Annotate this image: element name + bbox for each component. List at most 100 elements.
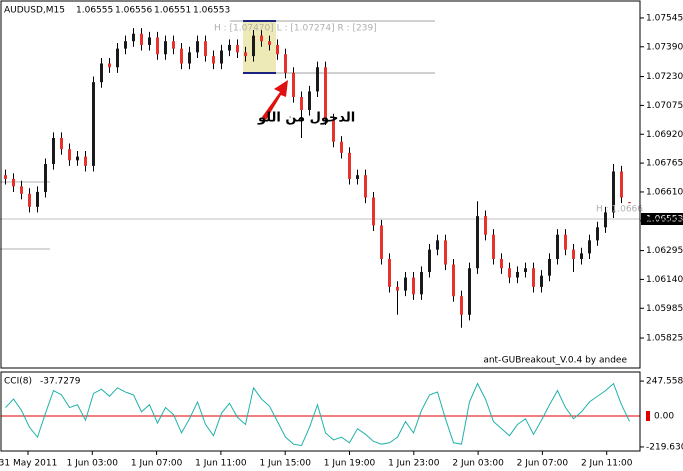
candle-body [548, 258, 551, 276]
level-label: H : 1.0666 [596, 205, 643, 215]
candle-body [628, 202, 631, 204]
x-tick-label: 1 Jun 03:00 [67, 459, 119, 469]
candle-body [380, 225, 383, 259]
symbol: AUDUSD,M15 [4, 6, 65, 16]
x-tick-label: 1 Jun 07:00 [131, 459, 183, 469]
y-tick-label: 1.06455 [646, 216, 683, 226]
candle-body [356, 175, 359, 179]
y-tick-label: 1.06610 [646, 187, 683, 197]
candle-body [100, 63, 103, 83]
candle-body [116, 48, 119, 68]
candle-body [404, 277, 407, 291]
y-tick-label: 1.06295 [646, 246, 683, 256]
cci-frame [0, 371, 641, 452]
candle-body [500, 258, 503, 269]
cci-level-box [646, 410, 650, 421]
candle-body [508, 268, 511, 278]
candle-body [556, 234, 559, 259]
candle-body [388, 258, 391, 287]
candle-body [68, 149, 71, 161]
cci-line [5, 382, 630, 447]
candle-body [172, 41, 175, 49]
candle-body [564, 234, 567, 250]
candle-body [476, 216, 479, 269]
quote-open: 1.06555 [76, 6, 113, 16]
candle-body [332, 119, 335, 142]
y-tick-label: 1.05825 [646, 334, 683, 344]
x-tick-label: 1 Jun 19:00 [324, 459, 376, 469]
candle-body [428, 249, 431, 272]
cci-y-tick-label: 247.5581 [646, 377, 683, 387]
candle-body [540, 275, 543, 287]
y-tick-label: 1.07075 [646, 101, 683, 111]
quote-high: 1.06556 [115, 6, 152, 16]
watermark: ant-GUBreakout_V.0.4 by andee [483, 356, 627, 366]
candle-body [268, 41, 271, 45]
candle-body [140, 33, 143, 45]
candle-body [460, 296, 463, 315]
y-tick-label: 1.07230 [646, 72, 683, 82]
candle-body [156, 37, 159, 55]
cci-value: -37.7279 [40, 377, 81, 387]
x-tick-label: 2 Jun 11:00 [581, 459, 633, 469]
y-tick-label: 1.06920 [646, 130, 683, 140]
candle-body [492, 234, 495, 259]
candle-body [220, 50, 223, 64]
candle-body [524, 268, 527, 272]
candle-body [276, 44, 279, 55]
candle-body [12, 178, 15, 187]
current-price: 1.06553 [646, 215, 683, 225]
main-frame [0, 0, 641, 369]
y-tick-label: 1.05985 [646, 304, 683, 314]
range-label: H : [1.07470] L : [1.07274] R : [239] [214, 24, 377, 34]
cci-name: CCI(8) [4, 377, 32, 387]
y-tick-label: 1.06765 [646, 159, 683, 169]
candle-body [340, 141, 343, 153]
candle-body [452, 264, 455, 297]
candle-body [180, 48, 183, 64]
candle-body [620, 171, 623, 198]
quote-low: 1.06551 [154, 6, 191, 16]
candle-body [436, 240, 439, 250]
quote-close: 1.06553 [193, 6, 230, 16]
candle-body [372, 197, 375, 226]
candle-body [4, 175, 7, 179]
candle-body [148, 37, 151, 45]
candle-body [52, 137, 55, 165]
candle-body [28, 193, 31, 207]
range-box [243, 21, 276, 73]
candle-body [108, 63, 111, 68]
candle-body [580, 253, 583, 259]
candle-body [444, 240, 447, 265]
candle-body [588, 240, 591, 254]
candle-body [84, 156, 87, 166]
y-tick-label: 1.06140 [646, 275, 683, 285]
candle-body [316, 67, 319, 92]
candle-body [244, 52, 247, 57]
candle-body [20, 186, 23, 194]
candle-body [604, 212, 607, 228]
candle-body [516, 271, 519, 278]
candle-body [308, 91, 311, 111]
candle-body [228, 44, 231, 51]
candle-body [260, 35, 263, 42]
cci-y-tick-label: 0.00 [654, 411, 674, 421]
candle-body [396, 286, 399, 291]
x-tick-label: 1 Jun 15:00 [259, 459, 311, 469]
candle-body [468, 268, 471, 315]
candle-body [532, 268, 535, 287]
annotation: الدخول من اللو [257, 111, 355, 126]
candle-body [484, 216, 487, 235]
y-tick-label: 1.07390 [646, 42, 683, 52]
x-tick-label: 2 Jun 07:00 [517, 459, 569, 469]
candle-body [596, 227, 599, 241]
candle-body [188, 52, 191, 64]
y-tick-label: 1.07545 [646, 13, 683, 23]
candle-body [60, 137, 63, 150]
candle-body [284, 54, 287, 73]
x-tick-label: 31 May 2011 [0, 459, 57, 469]
candle-body [572, 249, 575, 259]
candle-body [124, 41, 127, 49]
candle-body [196, 41, 199, 53]
